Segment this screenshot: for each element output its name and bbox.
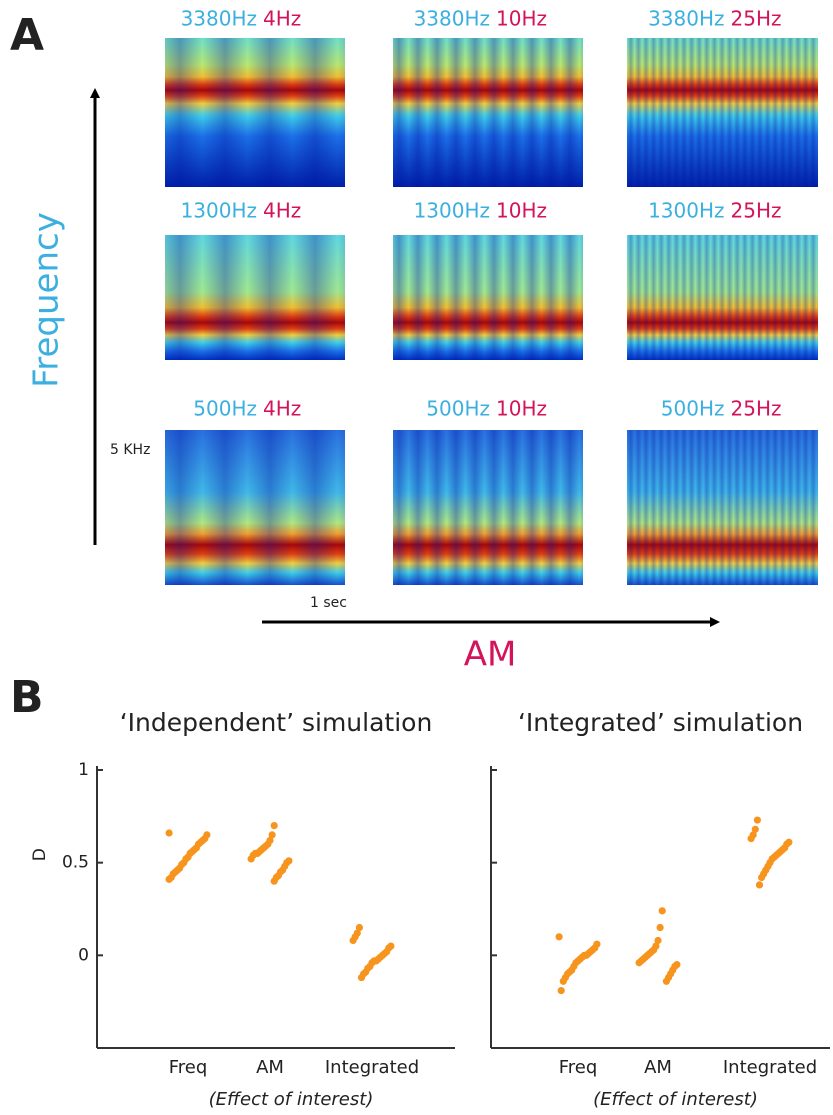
x-axis-label: (Effect of interest): [209, 1089, 374, 1110]
x-axis-label: (Effect of interest): [593, 1089, 758, 1110]
data-point: [165, 875, 173, 883]
spectrogram-modulation: [165, 235, 345, 360]
spectrogram-modulation: [393, 235, 583, 360]
data-point: [247, 855, 255, 863]
data-point: [753, 816, 762, 824]
rate-label: 25Hz: [731, 7, 782, 31]
spectrogram-modulation: [165, 38, 345, 187]
rate-label: 4Hz: [263, 7, 301, 31]
x-tick-label: AM: [644, 1057, 672, 1078]
data-point: [755, 881, 764, 889]
data-point: [662, 977, 671, 985]
carrier-label: 1300Hz: [648, 199, 724, 223]
y-tick-label: 1: [78, 760, 89, 780]
data-point: [165, 829, 173, 837]
spectrogram-modulation: [627, 430, 818, 585]
data-point: [270, 877, 278, 885]
rate-label: 4Hz: [263, 397, 301, 421]
chart-title: ‘Independent’ simulation: [120, 708, 433, 737]
carrier-label: 500Hz: [426, 397, 490, 421]
y-axis-label: Frequency: [27, 212, 67, 388]
chart-title: ‘Integrated’ simulation: [518, 708, 803, 737]
rate-label: 25Hz: [731, 199, 782, 223]
y-axis-label: D: [30, 848, 50, 861]
data-point: [635, 959, 643, 967]
x-tick-label: Integrated: [325, 1057, 419, 1078]
rate-label: 10Hz: [496, 7, 547, 31]
y-tick-label: 0.5: [62, 853, 89, 873]
data-point: [747, 834, 755, 843]
carrier-label: 500Hz: [661, 397, 725, 421]
spectrogram-modulation: [627, 38, 818, 187]
carrier-label: 1300Hz: [414, 199, 490, 223]
x-tick-label: Freq: [559, 1057, 598, 1078]
time-scale: 1 sec: [310, 595, 347, 611]
x-tick-label: Integrated: [723, 1057, 817, 1078]
spectrogram-modulation: [627, 235, 818, 360]
x-tick-label: AM: [256, 1057, 284, 1078]
carrier-label: 3380Hz: [414, 7, 490, 31]
data-point: [658, 907, 666, 915]
carrier-label: 3380Hz: [648, 7, 724, 31]
spectrogram-modulation: [165, 430, 345, 585]
carrier-label: 500Hz: [193, 397, 257, 421]
data-point: [268, 831, 276, 839]
carrier-label: 1300Hz: [181, 199, 257, 223]
data-point: [656, 923, 664, 932]
rate-label: 4Hz: [263, 199, 301, 223]
data-point: [751, 825, 759, 833]
data-point: [555, 933, 563, 941]
data-point: [758, 873, 766, 882]
data-point: [557, 986, 565, 995]
data-point: [349, 936, 357, 945]
rate-label: 10Hz: [496, 397, 547, 421]
x-tick-label: Freq: [169, 1057, 208, 1078]
frequency-scale: 5 KHz: [110, 442, 150, 458]
panel-label: A: [10, 10, 44, 61]
rate-label: 10Hz: [496, 199, 547, 223]
x-axis-label: AM: [464, 635, 517, 675]
carrier-label: 3380Hz: [181, 7, 257, 31]
y-tick-label: 0: [78, 945, 89, 965]
data-point: [559, 977, 567, 985]
panel-label: B: [10, 672, 44, 723]
data-point: [654, 936, 662, 945]
spectrogram-modulation: [393, 430, 583, 585]
spectrogram-modulation: [393, 38, 583, 187]
data-point: [357, 973, 366, 982]
data-point: [355, 923, 363, 932]
rate-label: 25Hz: [731, 397, 782, 421]
data-point: [270, 822, 278, 830]
